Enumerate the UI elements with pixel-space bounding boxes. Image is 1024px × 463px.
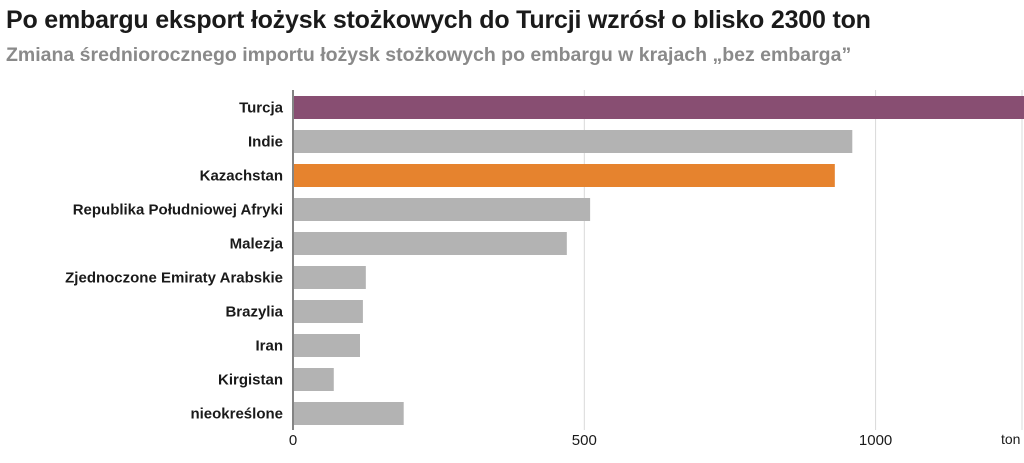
chart-subtitle: Zmiana średniorocznego importu łożysk st… (6, 44, 852, 66)
category-label: Kazachstan (200, 168, 283, 185)
bar-6 (294, 300, 363, 323)
bar-4 (294, 232, 567, 255)
category-label: Zjednoczone Emiraty Arabskie (65, 270, 283, 287)
category-label: Malezja (230, 236, 284, 253)
category-labels: Turcja Indie Kazachstan Republika Południow… (65, 100, 284, 423)
category-label: nieokreślone (190, 406, 283, 423)
chart-title: Po embargu eksport łożysk stożkowych do … (6, 6, 871, 34)
x-tick-label: 500 (572, 432, 597, 449)
bar-1 (294, 130, 853, 153)
x-tick-labels: 0500100015002000 (289, 432, 892, 449)
category-label: Indie (248, 134, 283, 151)
x-tick-label: 1000 (859, 432, 892, 449)
x-tick-label: 0 (289, 432, 297, 449)
bar-5 (294, 266, 366, 289)
category-label: Turcja (239, 100, 284, 117)
bars (294, 96, 1024, 425)
bar-7 (294, 334, 360, 357)
category-label: Iran (255, 338, 283, 355)
x-unit-label: ton (1001, 431, 1020, 447)
category-label: Kirgistan (218, 372, 283, 389)
bar-0 (294, 96, 1024, 119)
category-label: Brazylia (225, 304, 283, 321)
bar-9 (294, 402, 404, 425)
bar-3 (294, 198, 591, 221)
category-label: Republika Południowej Afryki (73, 202, 283, 219)
bar-8 (294, 368, 334, 391)
bar-2 (294, 164, 835, 187)
